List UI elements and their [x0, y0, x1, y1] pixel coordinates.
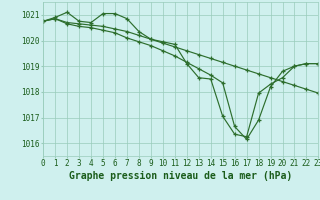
- X-axis label: Graphe pression niveau de la mer (hPa): Graphe pression niveau de la mer (hPa): [69, 171, 292, 181]
